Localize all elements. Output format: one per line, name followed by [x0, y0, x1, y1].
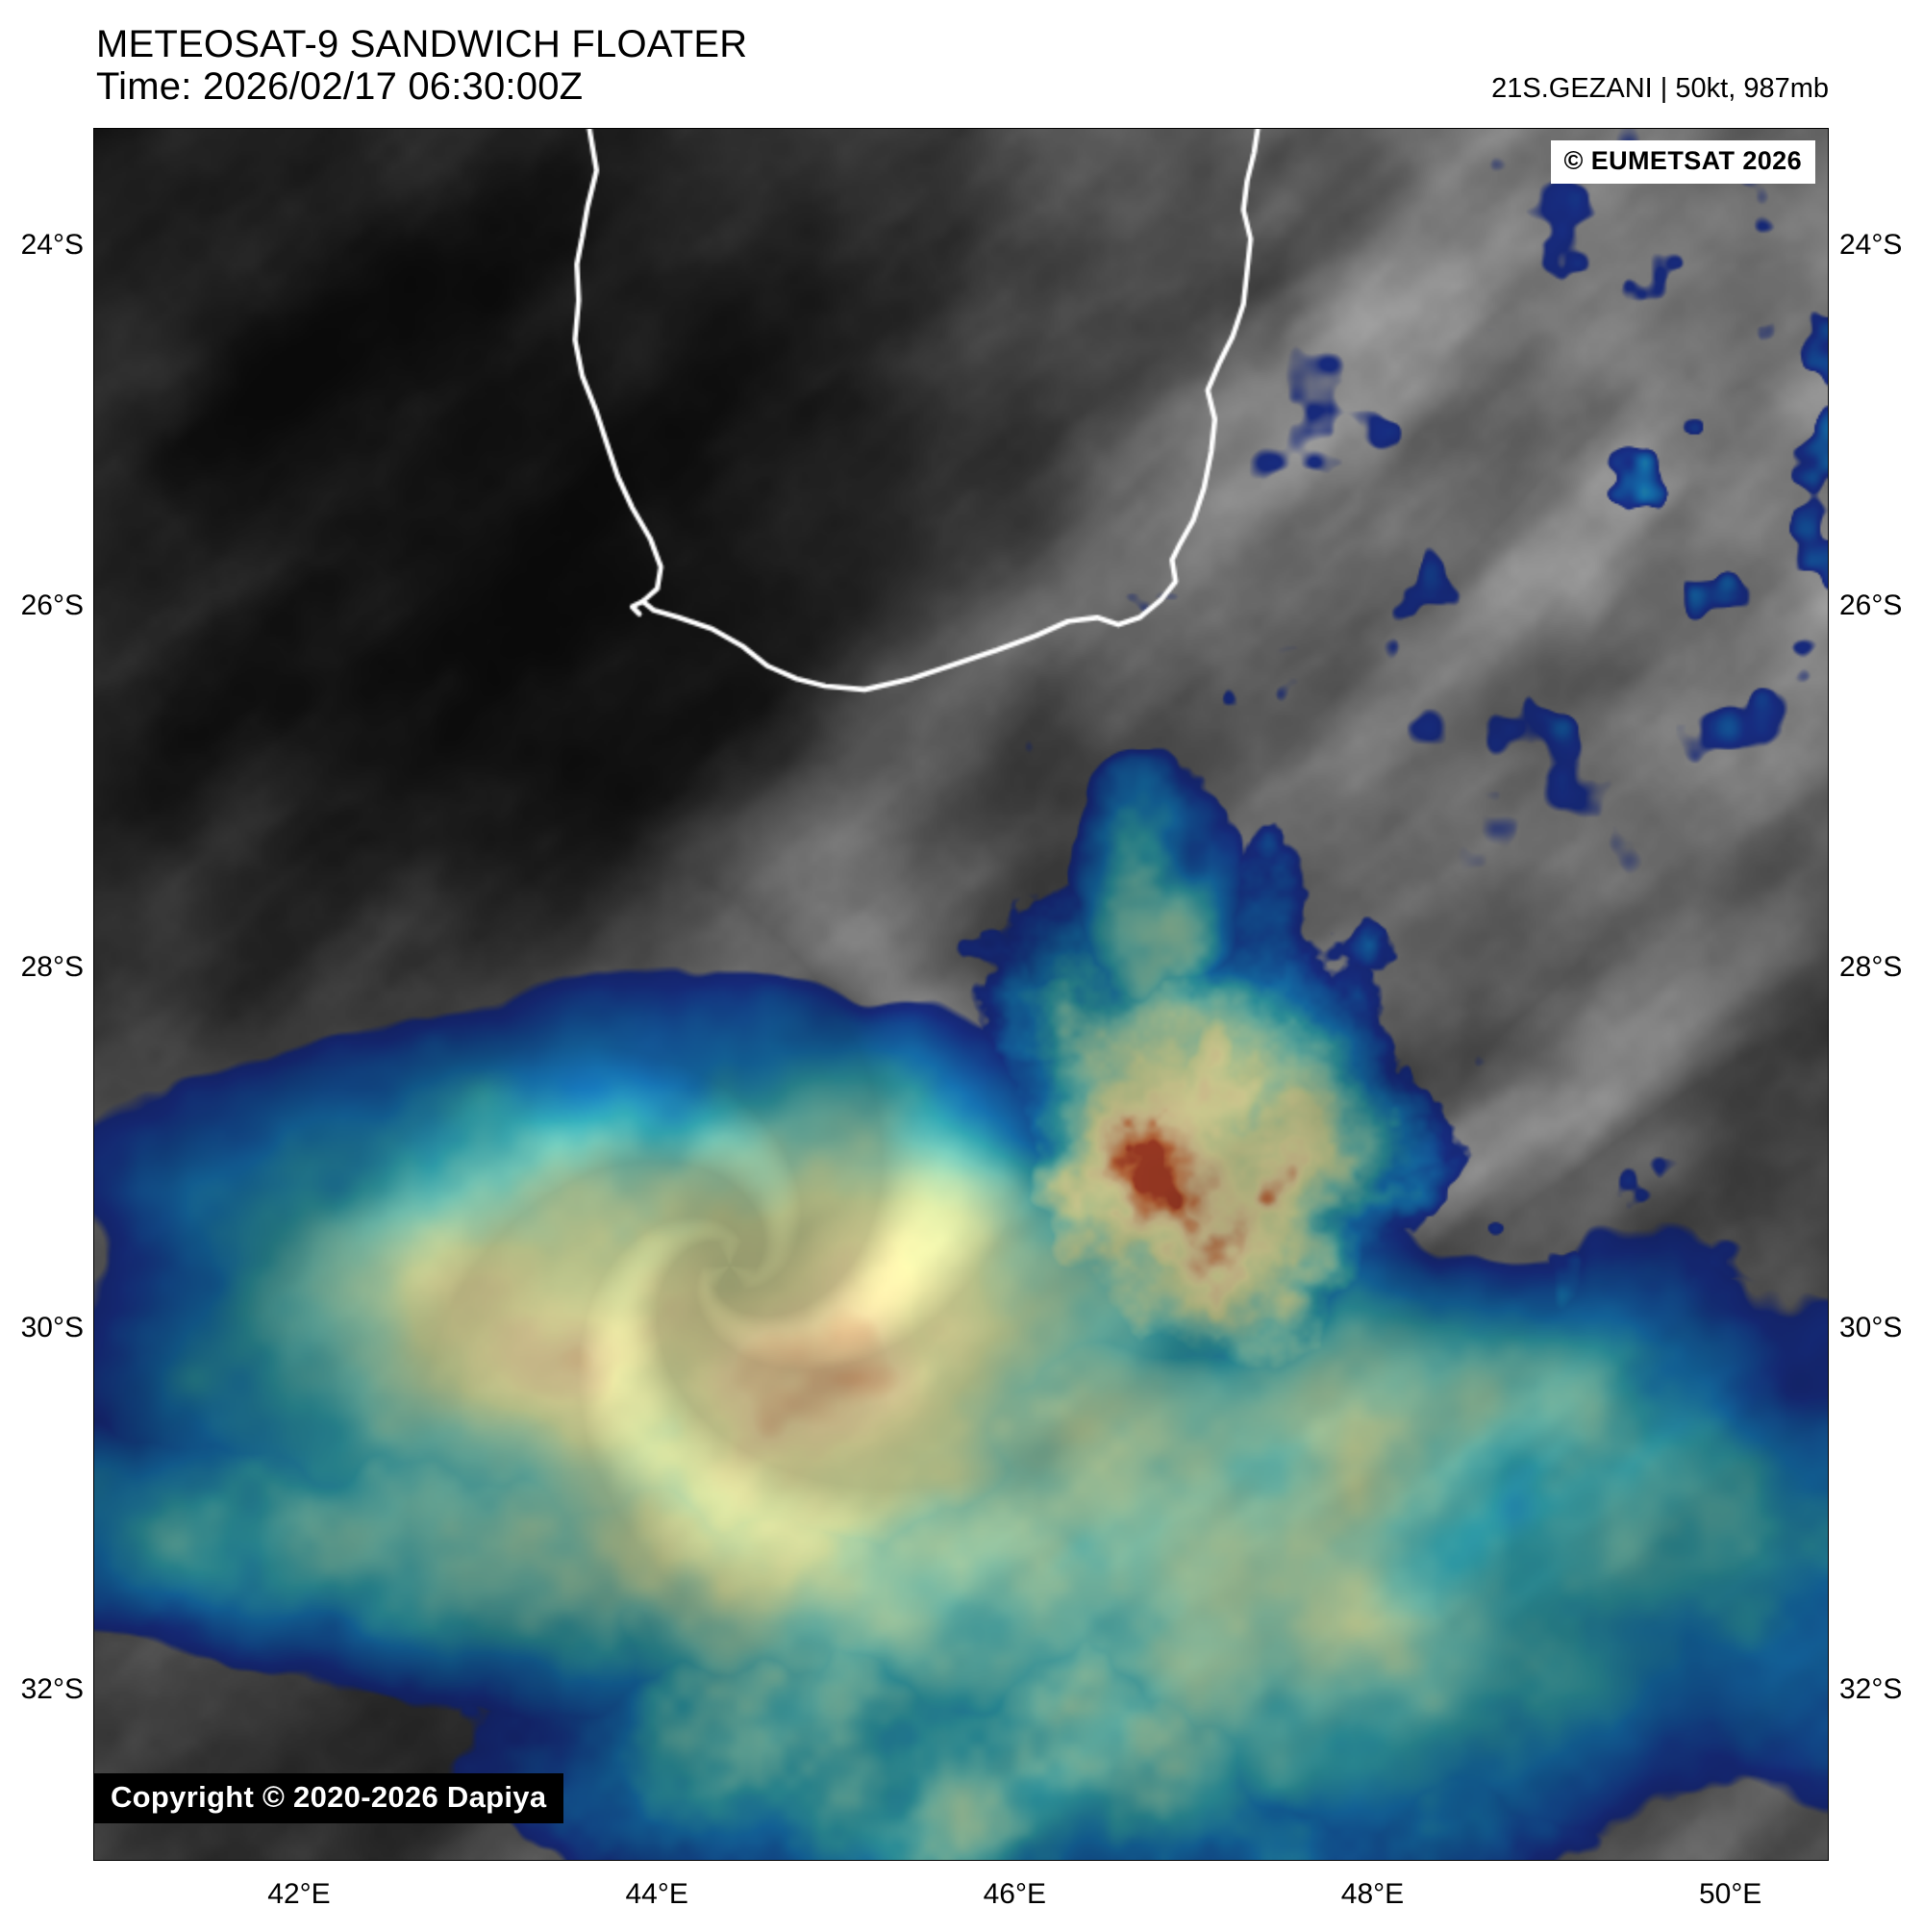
- lat-label-right: 24°S: [1839, 229, 1903, 261]
- lat-label-left: 26°S: [20, 590, 84, 622]
- lon-label-bottom: 48°E: [1340, 1878, 1405, 1910]
- satellite-image-plot: © EUMETSAT 2026 Copyright © 2020-2026 Da…: [93, 128, 1829, 1861]
- lat-label-left: 28°S: [20, 950, 84, 983]
- lon-label-bottom: 42°E: [267, 1878, 331, 1910]
- lat-label-right: 26°S: [1839, 590, 1903, 622]
- lat-label-right: 30°S: [1839, 1312, 1903, 1344]
- dapiya-copyright-badge: Copyright © 2020-2026 Dapiya: [94, 1773, 564, 1823]
- lon-label-bottom: 46°E: [983, 1878, 1047, 1910]
- lat-label-left: 24°S: [20, 229, 84, 261]
- lat-label-left: 30°S: [20, 1312, 84, 1344]
- lat-label-right: 28°S: [1839, 950, 1903, 983]
- lat-label-left: 32°S: [20, 1672, 84, 1705]
- eumetsat-copyright-badge: © EUMETSAT 2026: [1550, 140, 1815, 184]
- lon-label-bottom: 44°E: [625, 1878, 688, 1910]
- timestamp-label: Time: 2026/02/17 06:30:00Z: [96, 65, 584, 108]
- storm-info-label: 21S.GEZANI | 50kt, 987mb: [1491, 73, 1829, 104]
- lon-label-bottom: 50°E: [1698, 1878, 1762, 1910]
- page-title: METEOSAT-9 SANDWICH FLOATER: [96, 23, 748, 65]
- lat-label-right: 32°S: [1839, 1672, 1903, 1705]
- satellite-imagery-canvas: [94, 129, 1828, 1860]
